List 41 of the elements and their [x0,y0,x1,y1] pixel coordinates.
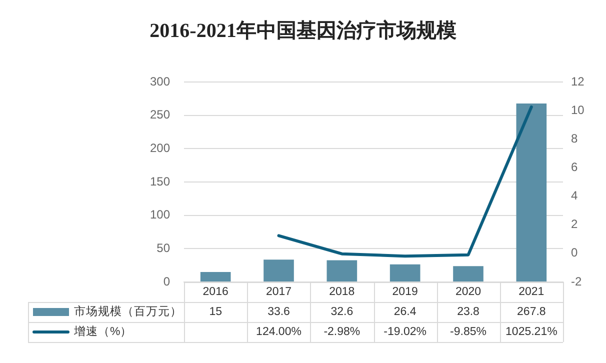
x-tick-label: 2021 [518,286,544,298]
y-tick-label: 0 [163,274,170,288]
x-tick-label: 2018 [329,286,355,298]
data-label: 26.4 [394,306,417,318]
y2-tick-label: -2 [571,274,582,288]
data-label: -9.85% [450,326,486,338]
data-label: 15 [209,306,222,318]
y2-tick-label: 2 [571,217,578,232]
data-label: -19.02% [384,326,427,338]
bar [200,272,231,282]
chart-title: 2016-2021年中国基因治疗市场规模 [150,19,456,42]
x-tick-label: 2016 [202,286,228,298]
y-tick-label: 250 [150,108,170,122]
data-label: 23.8 [457,306,480,318]
y2-tick-label: 6 [571,160,578,174]
y-tick-label: 100 [150,208,170,222]
y-tick-label: 150 [150,174,170,188]
x-tick-label: 2020 [455,286,482,298]
data-label: 33.6 [268,306,290,318]
data-label: 32.6 [330,306,354,318]
data-label: 124.00% [256,326,302,338]
legend-label: 增速（%） [73,325,132,338]
y-tick-label: 200 [150,140,170,155]
bar [516,103,547,282]
legend-label: 市场规模（百万元） [74,304,182,318]
y2-tick-label: 12 [571,74,585,88]
y2-tick-label: 8 [571,131,578,146]
y-tick-label: 50 [156,240,170,255]
x-tick-label: 2017 [266,286,292,298]
x-tick-label: 2019 [392,286,418,298]
bar [326,260,358,282]
data-label: 1025.21% [506,326,558,338]
y2-tick-label: 4 [571,188,578,203]
y-tick-label: 300 [150,74,170,88]
y2-tick-label: 0 [571,246,578,260]
data-label: -2.98% [324,326,360,338]
data-label: 267.8 [517,306,546,318]
bar [264,260,294,282]
bar [390,264,420,282]
y2-tick-label: 10 [571,102,585,117]
bar [453,266,484,282]
